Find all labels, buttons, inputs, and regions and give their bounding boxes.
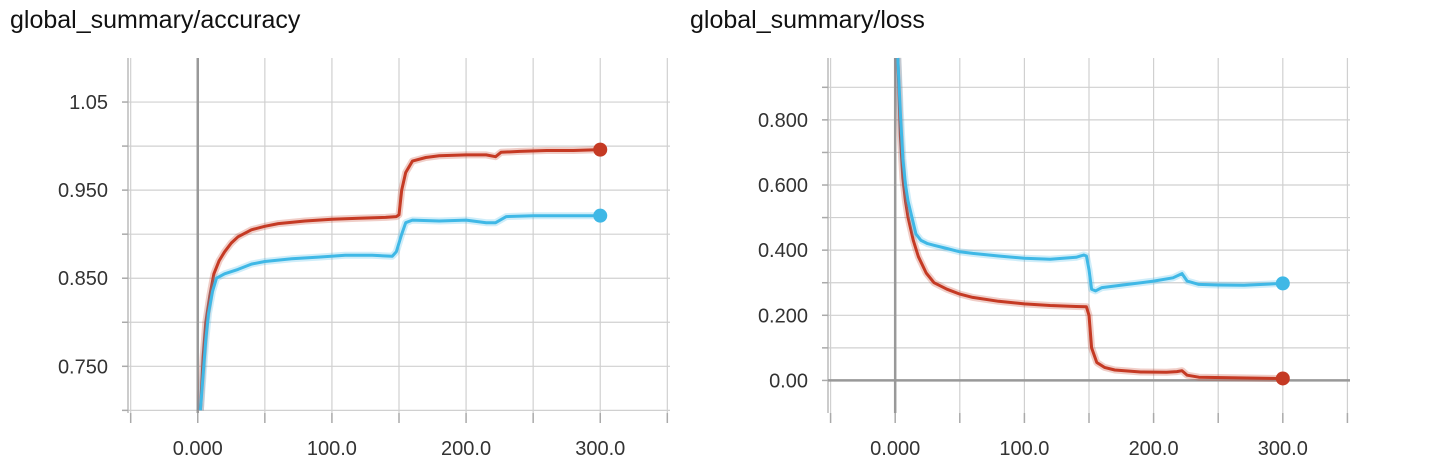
accuracy-y-tick-label: 0.950 bbox=[58, 180, 108, 202]
loss-series-run-2-line bbox=[896, 57, 1283, 293]
loss-series-run-1-end-marker bbox=[1275, 371, 1290, 386]
accuracy-x-tick-label: 300.0 bbox=[575, 438, 625, 460]
accuracy-series-run-2-line bbox=[198, 214, 601, 411]
accuracy-x-tick-label: 0.000 bbox=[173, 438, 223, 460]
accuracy-y-tick-label: 1.05 bbox=[69, 92, 108, 114]
accuracy-series-run-1-line bbox=[198, 148, 601, 411]
loss-chart: 0.000 100.0 200.0 300.0 0.00 0.200 0.400 0.600 0… bbox=[758, 57, 1350, 460]
loss-y-tick-label: 0.00 bbox=[769, 370, 808, 392]
accuracy-series-run-1-end-marker bbox=[593, 142, 608, 157]
loss-y-tick-label: 0.400 bbox=[758, 240, 808, 262]
loss-y-tick-label: 0.200 bbox=[758, 305, 808, 327]
loss-x-tick-label: 0.000 bbox=[870, 438, 920, 460]
loss-x-tick-label: 200.0 bbox=[1129, 438, 1179, 460]
accuracy-chart-title: global_summary/accuracy bbox=[10, 6, 301, 34]
accuracy-gridlines bbox=[128, 58, 670, 413]
loss-x-tick-label: 100.0 bbox=[999, 438, 1049, 460]
accuracy-y-tick-label: 0.750 bbox=[58, 356, 108, 378]
accuracy-x-tick-label: 200.0 bbox=[441, 438, 491, 460]
loss-series-run-1-line bbox=[896, 57, 1283, 380]
loss-y-tick-label: 0.800 bbox=[758, 110, 808, 132]
loss-series-run-2-halo bbox=[894, 57, 1283, 295]
loss-gridlines bbox=[828, 58, 1350, 413]
loss-series-run-2-end-marker bbox=[1275, 276, 1290, 291]
accuracy-series-run-1-halo bbox=[196, 146, 601, 411]
accuracy-series-run-2-end-marker bbox=[593, 208, 608, 223]
accuracy-chart: 0.000 100.0 200.0 300.0 0.750 0.850 0.950 1.05 bbox=[58, 58, 670, 460]
accuracy-y-tick-label: 0.850 bbox=[58, 268, 108, 290]
accuracy-series-run-2-halo bbox=[196, 212, 601, 411]
loss-chart-title: global_summary/loss bbox=[690, 6, 925, 34]
loss-y-tick-label: 0.600 bbox=[758, 175, 808, 197]
loss-x-tick-label: 300.0 bbox=[1258, 438, 1308, 460]
accuracy-x-tick-label: 100.0 bbox=[307, 438, 357, 460]
